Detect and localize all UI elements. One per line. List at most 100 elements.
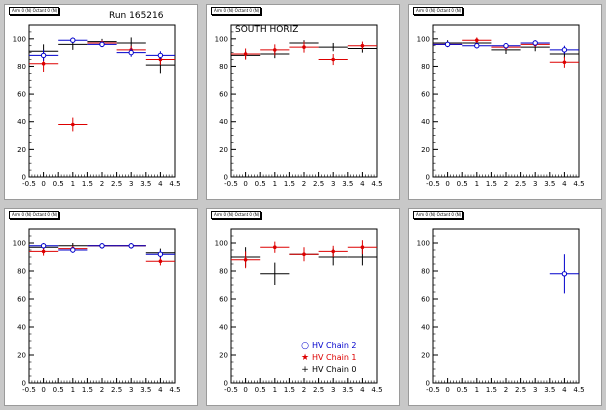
x-tick-label-3-9: 4 bbox=[158, 386, 163, 394]
y-tick-label-1-5: 100 bbox=[215, 35, 228, 43]
point-chain2-2-4 bbox=[549, 45, 579, 55]
y-tick-label-0-0: 0 bbox=[22, 174, 26, 182]
x-tick-label-0-6: 2.5 bbox=[111, 180, 122, 188]
x-tick-label-1-0: -0.5 bbox=[224, 180, 238, 188]
x-tick-label-0-0: -0.5 bbox=[22, 180, 36, 188]
legend-marker-chain2: ○ bbox=[301, 341, 309, 351]
x-tick-label-2-1: 0 bbox=[445, 180, 449, 188]
legend: ○ HV Chain 2 ★ HV Chain 1 + HV Chain 0 bbox=[298, 340, 357, 376]
y-tick-label-3-3: 60 bbox=[17, 296, 26, 304]
pad-1[interactable]: -0.5 0 0.5 1 1.5 2 2.5 3 3.5 4 4.5 0 20 40 60 80 100 Arm … bbox=[206, 4, 400, 200]
x-tick-label-0-2: 0.5 bbox=[53, 180, 64, 188]
y-tick-label-5-4: 80 bbox=[421, 268, 430, 276]
y-tick-label-0-5: 100 bbox=[13, 35, 26, 43]
x-tick-label-3-10: 4.5 bbox=[169, 386, 180, 394]
point-chain1-1-3 bbox=[318, 54, 348, 66]
y-tick-label-0-3: 60 bbox=[17, 91, 26, 99]
plot-frame-0 bbox=[28, 24, 176, 178]
x-tick-label-5-4: 1.5 bbox=[486, 386, 497, 394]
y-tick-label-2-0: 0 bbox=[426, 174, 430, 182]
point-chain1-1-4 bbox=[347, 41, 377, 50]
x-tick-label-3-2: 0.5 bbox=[53, 386, 64, 394]
pad-3[interactable]: -0.5 0 0.5 1 1.5 2 2.5 3 3.5 4 4.5 0 20 40 60 80 100 Arm … bbox=[4, 208, 198, 406]
point-chain1-3-0 bbox=[29, 247, 59, 256]
pad-4[interactable]: -0.5 0 0.5 1 1.5 2 2.5 3 3.5 4 4.5 0 20 40 60 80 100 Arm … bbox=[206, 208, 400, 406]
point-chain1-4-4 bbox=[347, 240, 377, 255]
point-chain1-4-1 bbox=[260, 241, 290, 253]
point-chain1-2-1 bbox=[462, 37, 492, 43]
x-tick-label-5-1: 0 bbox=[445, 386, 449, 394]
x-tick-label-3-0: -0.5 bbox=[22, 386, 36, 394]
pad-label-1: SOUTH HORIZ bbox=[235, 25, 299, 35]
x-tick-label-3-8: 3.5 bbox=[140, 386, 151, 394]
point-chain1-4-3 bbox=[318, 245, 348, 257]
pad-title-0: Arm 0 (N) Octant 0 (N) Panel 0 bbox=[9, 7, 59, 15]
y-tick-label-2-1: 20 bbox=[421, 146, 430, 154]
x-tick-label-5-7: 3 bbox=[533, 386, 537, 394]
x-tick-label-0-7: 3 bbox=[129, 180, 133, 188]
x-tick-label-0-10: 4.5 bbox=[169, 180, 180, 188]
x-tick-label-4-4: 1.5 bbox=[284, 386, 295, 394]
y-tick-label-1-0: 0 bbox=[224, 174, 228, 182]
point-chain1-1-0 bbox=[231, 48, 261, 60]
x-tick-label-2-8: 3.5 bbox=[544, 180, 555, 188]
y-tick-label-4-1: 20 bbox=[219, 352, 228, 360]
legend-entry-chain0: + HV Chain 0 bbox=[298, 364, 357, 376]
x-tick-label-2-7: 3 bbox=[533, 180, 537, 188]
plot-frame-3 bbox=[28, 228, 176, 384]
point-chain2-2-2 bbox=[491, 42, 521, 49]
y-tick-label-4-4: 80 bbox=[219, 268, 228, 276]
x-tick-label-3-1: 0 bbox=[41, 386, 45, 394]
pad-5[interactable]: -0.5 0 0.5 1 1.5 2 2.5 3 3.5 4 4.5 0 20 40 60 80 100 Arm … bbox=[408, 208, 602, 406]
x-tick-label-4-9: 4 bbox=[360, 386, 365, 394]
legend-entry-chain1: ★ HV Chain 1 bbox=[298, 352, 357, 364]
x-tick-label-2-0: -0.5 bbox=[426, 180, 440, 188]
legend-entry-chain2: ○ HV Chain 2 bbox=[298, 340, 356, 352]
legend-label-chain0: HV Chain 0 bbox=[312, 365, 357, 374]
y-tick-label-3-0: 0 bbox=[22, 380, 26, 388]
y-tick-label-5-3: 60 bbox=[421, 296, 430, 304]
x-tick-label-3-5: 2 bbox=[100, 386, 104, 394]
y-tick-label-0-1: 20 bbox=[17, 146, 26, 154]
point-chain2-2-3 bbox=[520, 40, 550, 46]
x-tick-label-0-9: 4 bbox=[158, 180, 163, 188]
x-tick-label-1-3: 1 bbox=[273, 180, 277, 188]
x-tick-label-5-9: 4 bbox=[562, 386, 567, 394]
x-tick-label-2-3: 1 bbox=[475, 180, 479, 188]
y-tick-label-4-3: 60 bbox=[219, 296, 228, 304]
x-tick-label-5-5: 2 bbox=[504, 386, 508, 394]
pad-title-2: Arm 0 (N) Octant 0 (N) Panel 2 bbox=[413, 7, 463, 15]
point-chain1-2-4 bbox=[549, 56, 579, 68]
x-tick-label-0-3: 1 bbox=[71, 180, 75, 188]
pad-0[interactable]: -0.5 0 0.5 1 1.5 2 2.5 3 3.5 4 4.5 0 20 40 60 80 100 Arm … bbox=[4, 4, 198, 200]
x-tick-label-1-7: 3 bbox=[331, 180, 335, 188]
y-tick-label-1-2: 40 bbox=[219, 118, 228, 126]
y-tick-label-5-2: 40 bbox=[421, 324, 430, 332]
x-tick-label-5-8: 3.5 bbox=[544, 386, 555, 394]
x-tick-label-4-6: 2.5 bbox=[313, 386, 324, 394]
pad-2[interactable]: -0.5 0 0.5 1 1.5 2 2.5 3 3.5 4 4.5 0 20 40 60 80 100 Arm … bbox=[408, 4, 602, 200]
point-chain2-0-4 bbox=[145, 51, 175, 60]
x-tick-label-4-7: 3 bbox=[331, 386, 335, 394]
x-tick-label-2-10: 4.5 bbox=[573, 180, 584, 188]
point-chain2-3-2 bbox=[87, 243, 117, 249]
point-chain2-0-3 bbox=[116, 48, 146, 57]
legend-label-chain1: HV Chain 1 bbox=[312, 353, 357, 362]
point-chain1-4-0 bbox=[231, 251, 261, 269]
x-tick-label-4-5: 2 bbox=[302, 386, 306, 394]
x-tick-label-2-9: 4 bbox=[562, 180, 567, 188]
y-tick-label-3-1: 20 bbox=[17, 352, 26, 360]
x-tick-label-0-5: 2 bbox=[100, 180, 104, 188]
x-tick-label-4-3: 1 bbox=[273, 386, 277, 394]
x-tick-label-1-4: 1.5 bbox=[284, 180, 295, 188]
x-tick-label-5-6: 2.5 bbox=[515, 386, 526, 394]
x-tick-label-1-1: 0 bbox=[243, 180, 247, 188]
pad-title-4: Arm 0 (N) Octant 0 (N) Panel 4 bbox=[211, 211, 261, 219]
legend-marker-chain1: ★ bbox=[300, 353, 310, 363]
point-chain2-3-0 bbox=[29, 243, 59, 249]
